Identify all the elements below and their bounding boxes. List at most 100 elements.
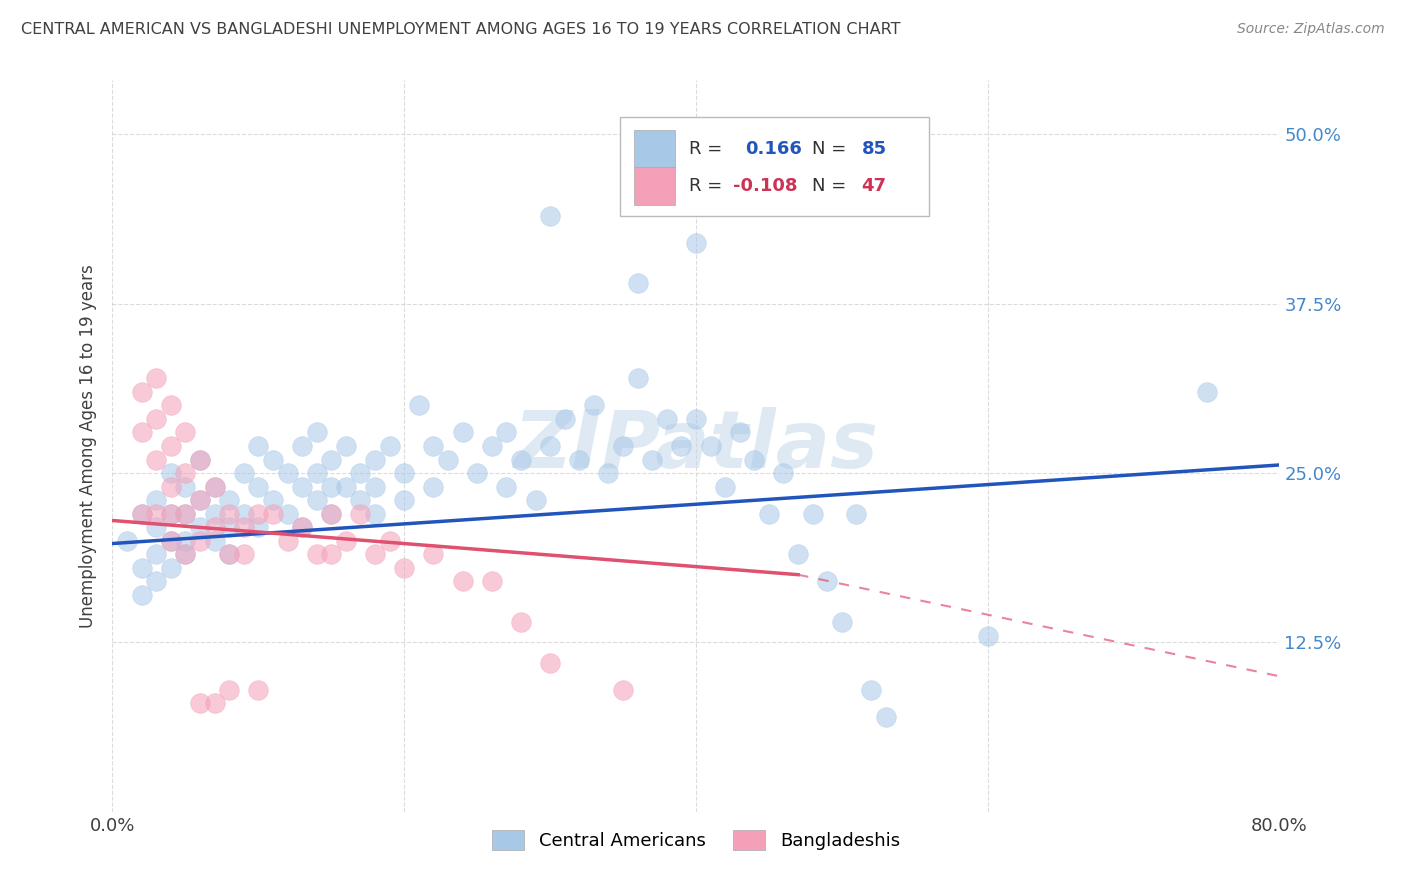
Point	[627, 371, 650, 385]
Point	[174, 507, 197, 521]
Point	[160, 439, 183, 453]
Point	[598, 466, 620, 480]
Point	[188, 493, 211, 508]
Point	[174, 533, 197, 548]
Point	[758, 507, 780, 521]
Point	[422, 480, 444, 494]
Point	[364, 507, 387, 521]
Point	[481, 439, 503, 453]
Text: N =: N =	[811, 177, 852, 194]
Point	[378, 533, 401, 548]
Point	[554, 412, 576, 426]
Text: N =: N =	[811, 140, 852, 158]
Point	[335, 480, 357, 494]
Point	[188, 452, 211, 467]
Point	[247, 439, 270, 453]
Point	[276, 466, 298, 480]
Point	[509, 615, 531, 629]
Point	[364, 452, 387, 467]
Point	[422, 547, 444, 561]
Point	[685, 235, 707, 250]
Point	[305, 466, 328, 480]
Point	[145, 371, 167, 385]
Point	[538, 209, 561, 223]
Point	[204, 697, 226, 711]
Point	[465, 466, 488, 480]
Point	[218, 547, 240, 561]
Point	[860, 682, 883, 697]
Point	[538, 439, 561, 453]
Point	[321, 547, 343, 561]
Point	[218, 520, 240, 534]
Point	[232, 507, 254, 521]
Point	[131, 561, 153, 575]
Point	[131, 384, 153, 399]
Point	[262, 493, 284, 508]
Point	[291, 520, 314, 534]
Point	[247, 682, 270, 697]
Point	[685, 412, 707, 426]
Point	[204, 507, 226, 521]
Point	[131, 588, 153, 602]
FancyBboxPatch shape	[634, 130, 675, 168]
Point	[174, 425, 197, 440]
Point	[188, 452, 211, 467]
Point	[232, 547, 254, 561]
Point	[349, 507, 371, 521]
Point	[321, 480, 343, 494]
FancyBboxPatch shape	[634, 167, 675, 204]
Point	[204, 533, 226, 548]
Point	[160, 466, 183, 480]
Point	[160, 561, 183, 575]
Point	[174, 507, 197, 521]
Text: ZIPatlas: ZIPatlas	[513, 407, 879, 485]
Text: -0.108: -0.108	[734, 177, 797, 194]
Point	[394, 561, 416, 575]
Point	[218, 493, 240, 508]
Point	[772, 466, 794, 480]
Point	[247, 507, 270, 521]
Point	[335, 533, 357, 548]
Y-axis label: Unemployment Among Ages 16 to 19 years: Unemployment Among Ages 16 to 19 years	[79, 264, 97, 628]
Point	[641, 452, 664, 467]
Point	[321, 507, 343, 521]
Text: R =: R =	[689, 177, 728, 194]
Point	[174, 466, 197, 480]
Point	[831, 615, 853, 629]
Point	[422, 439, 444, 453]
Point	[742, 452, 765, 467]
Point	[232, 466, 254, 480]
Text: 47: 47	[862, 177, 887, 194]
Point	[495, 425, 517, 440]
Point	[232, 520, 254, 534]
Text: CENTRAL AMERICAN VS BANGLADESHI UNEMPLOYMENT AMONG AGES 16 TO 19 YEARS CORRELATI: CENTRAL AMERICAN VS BANGLADESHI UNEMPLOY…	[21, 22, 901, 37]
Point	[160, 507, 183, 521]
Point	[218, 682, 240, 697]
Point	[394, 493, 416, 508]
Point	[976, 629, 998, 643]
Point	[671, 439, 693, 453]
Point	[247, 480, 270, 494]
Point	[321, 507, 343, 521]
Point	[145, 520, 167, 534]
Point	[568, 452, 591, 467]
Point	[364, 547, 387, 561]
Point	[364, 480, 387, 494]
Point	[408, 398, 430, 412]
Point	[204, 480, 226, 494]
Point	[509, 452, 531, 467]
Point	[188, 520, 211, 534]
Point	[174, 547, 197, 561]
Point	[131, 425, 153, 440]
Point	[728, 425, 751, 440]
Point	[291, 439, 314, 453]
Point	[801, 507, 824, 521]
Point	[145, 452, 167, 467]
Point	[451, 574, 474, 589]
Point	[145, 574, 167, 589]
Point	[495, 480, 517, 494]
Point	[247, 520, 270, 534]
Point	[305, 547, 328, 561]
Point	[305, 425, 328, 440]
Point	[188, 697, 211, 711]
